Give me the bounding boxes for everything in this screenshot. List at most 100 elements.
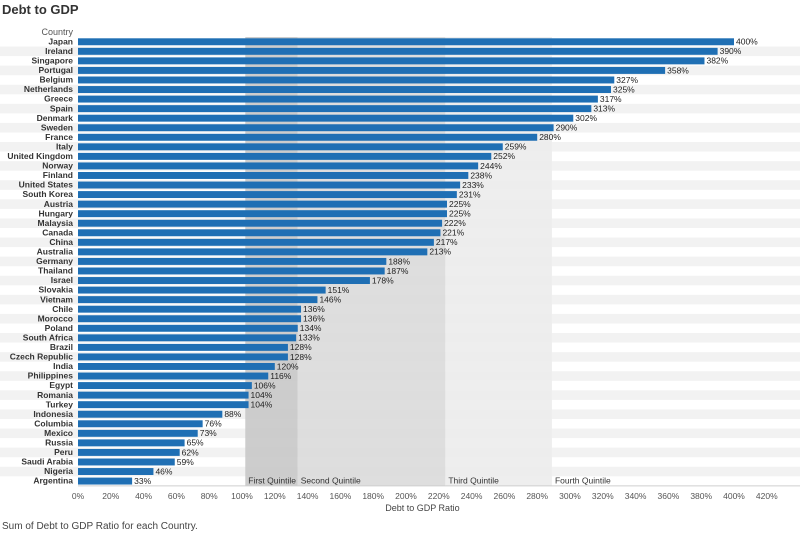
country-label: India <box>53 361 73 371</box>
value-label: 136% <box>303 304 325 314</box>
country-label: United Kingdom <box>7 151 73 161</box>
bar <box>78 124 554 132</box>
value-label: 133% <box>298 333 320 343</box>
bar <box>78 47 718 55</box>
country-label: Columbia <box>34 418 73 428</box>
country-label: South Korea <box>22 189 73 199</box>
bar <box>78 305 302 313</box>
value-label: 290% <box>556 123 578 133</box>
x-tick-label: 40% <box>135 491 152 501</box>
bar <box>78 286 326 294</box>
value-label: 146% <box>319 294 341 304</box>
country-label: Austria <box>44 199 74 209</box>
value-label: 128% <box>290 342 312 352</box>
x-tick-label: 0% <box>72 491 85 501</box>
country-label: Saudi Arabia <box>21 457 73 467</box>
quintile-band <box>445 37 552 486</box>
country-label: Romania <box>37 390 73 400</box>
bar <box>78 372 269 380</box>
bar <box>78 324 298 332</box>
bar <box>78 143 503 151</box>
value-label: 280% <box>539 132 561 142</box>
country-label: Denmark <box>37 113 74 123</box>
country-label: Morocco <box>38 313 73 323</box>
bar <box>78 410 223 418</box>
bar <box>78 420 203 428</box>
country-label: Slovakia <box>39 285 74 295</box>
country-label: Greece <box>44 94 73 104</box>
value-label: 188% <box>388 256 410 266</box>
bar <box>78 477 133 485</box>
value-label: 65% <box>187 438 204 448</box>
x-tick-label: 200% <box>395 491 417 501</box>
bar <box>78 363 275 370</box>
bar <box>78 114 574 122</box>
country-label: Sweden <box>41 122 73 132</box>
country-label: Vietnam <box>40 294 73 304</box>
value-label: 46% <box>155 466 172 476</box>
country-label: Peru <box>54 447 73 457</box>
country-label: Israel <box>51 275 73 285</box>
bar <box>78 191 457 199</box>
value-label: 325% <box>613 84 635 94</box>
bar <box>78 257 387 265</box>
value-label: 106% <box>254 380 276 390</box>
country-label: Nigeria <box>44 466 73 476</box>
x-tick-label: 280% <box>526 491 548 501</box>
country-column-header: Country <box>41 27 73 37</box>
country-label: Netherlands <box>24 84 73 94</box>
bar <box>78 105 592 113</box>
x-tick-label: 160% <box>330 491 352 501</box>
country-label: Australia <box>37 247 74 257</box>
value-label: 213% <box>429 247 451 257</box>
bar <box>78 439 185 447</box>
value-label: 62% <box>182 447 199 457</box>
x-tick-label: 20% <box>102 491 119 501</box>
country-label: Philippines <box>28 371 74 381</box>
bar <box>78 238 434 246</box>
value-label: 128% <box>290 352 312 362</box>
country-label: Malaysia <box>38 218 74 228</box>
x-tick-label: 300% <box>559 491 581 501</box>
value-label: 233% <box>462 180 484 190</box>
value-label: 327% <box>616 75 638 85</box>
country-label: South Africa <box>23 332 73 342</box>
bar <box>78 382 252 390</box>
x-tick-label: 220% <box>428 491 450 501</box>
bar <box>78 162 479 170</box>
value-label: 217% <box>436 237 458 247</box>
x-tick-label: 260% <box>494 491 516 501</box>
value-label: 59% <box>177 457 194 467</box>
value-label: 116% <box>270 371 292 381</box>
country-label: Singapore <box>31 56 73 66</box>
country-label: Indonesia <box>33 409 73 419</box>
x-tick-label: 120% <box>264 491 286 501</box>
value-label: 104% <box>251 390 273 400</box>
x-tick-label: 340% <box>625 491 647 501</box>
bar <box>78 95 598 103</box>
country-label: Portugal <box>39 65 73 75</box>
bar <box>78 458 175 466</box>
bar <box>78 181 461 189</box>
country-label: Spain <box>50 103 73 113</box>
x-tick-label: 60% <box>168 491 185 501</box>
value-label: 33% <box>134 476 151 486</box>
country-label: Hungary <box>39 208 74 218</box>
x-tick-label: 420% <box>756 491 778 501</box>
value-label: 238% <box>470 170 492 180</box>
value-label: 244% <box>480 161 502 171</box>
country-label: Japan <box>48 36 73 46</box>
bar <box>78 248 428 256</box>
country-label: Canada <box>42 227 73 237</box>
value-label: 73% <box>200 428 217 438</box>
country-label: China <box>49 237 73 247</box>
country-label: Turkey <box>46 399 74 409</box>
value-label: 313% <box>593 103 615 113</box>
quintile-label: First Quintile <box>248 475 296 485</box>
country-label: Egypt <box>49 380 73 390</box>
value-label: 151% <box>328 285 350 295</box>
bar <box>78 267 385 275</box>
x-tick-label: 400% <box>723 491 745 501</box>
country-label: United States <box>19 180 74 190</box>
country-label: Ireland <box>45 46 73 56</box>
